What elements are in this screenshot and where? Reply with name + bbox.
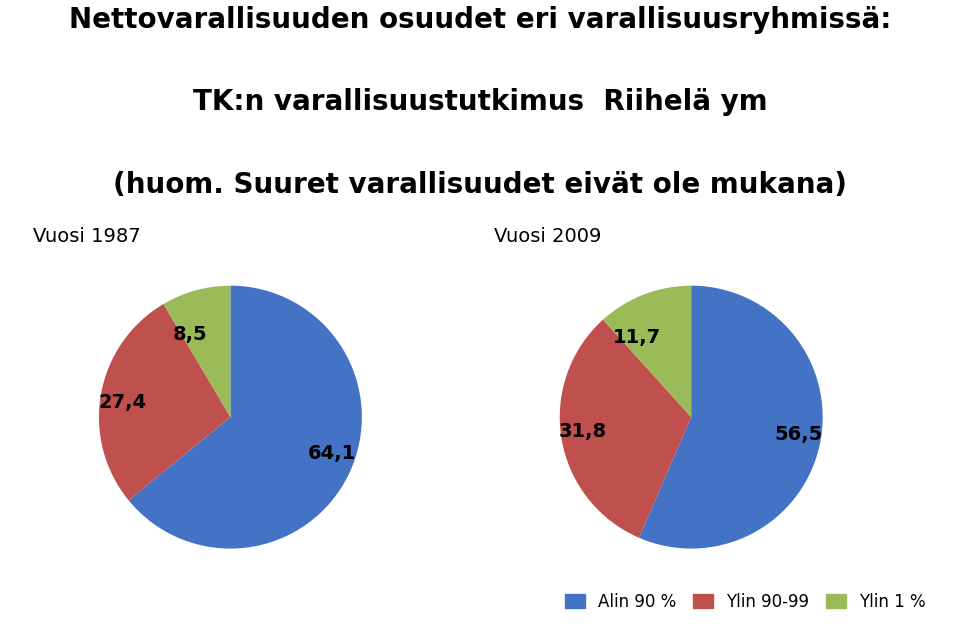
Text: 11,7: 11,7 xyxy=(612,328,660,347)
Text: 27,4: 27,4 xyxy=(98,392,146,411)
Text: TK:n varallisuustutkimus  Riihelä ym: TK:n varallisuustutkimus Riihelä ym xyxy=(193,88,767,116)
Text: 8,5: 8,5 xyxy=(173,325,208,344)
Text: 56,5: 56,5 xyxy=(775,425,823,444)
Text: 64,1: 64,1 xyxy=(307,444,356,463)
Wedge shape xyxy=(639,286,823,549)
Text: Vuosi 2009: Vuosi 2009 xyxy=(494,227,601,246)
Wedge shape xyxy=(129,286,362,549)
Legend: Alin 90 %, Ylin 90-99, Ylin 1 %: Alin 90 %, Ylin 90-99, Ylin 1 % xyxy=(558,586,932,617)
Wedge shape xyxy=(603,286,691,417)
Wedge shape xyxy=(99,304,230,501)
Text: 31,8: 31,8 xyxy=(559,422,607,441)
Text: Vuosi 1987: Vuosi 1987 xyxy=(34,227,141,246)
Wedge shape xyxy=(560,320,691,538)
Wedge shape xyxy=(163,286,230,417)
Text: (huom. Suuret varallisuudet eivät ole mukana): (huom. Suuret varallisuudet eivät ole mu… xyxy=(113,171,847,198)
Text: Nettovarallisuuden osuudet eri varallisuusryhmissä:: Nettovarallisuuden osuudet eri varallisu… xyxy=(69,6,891,34)
